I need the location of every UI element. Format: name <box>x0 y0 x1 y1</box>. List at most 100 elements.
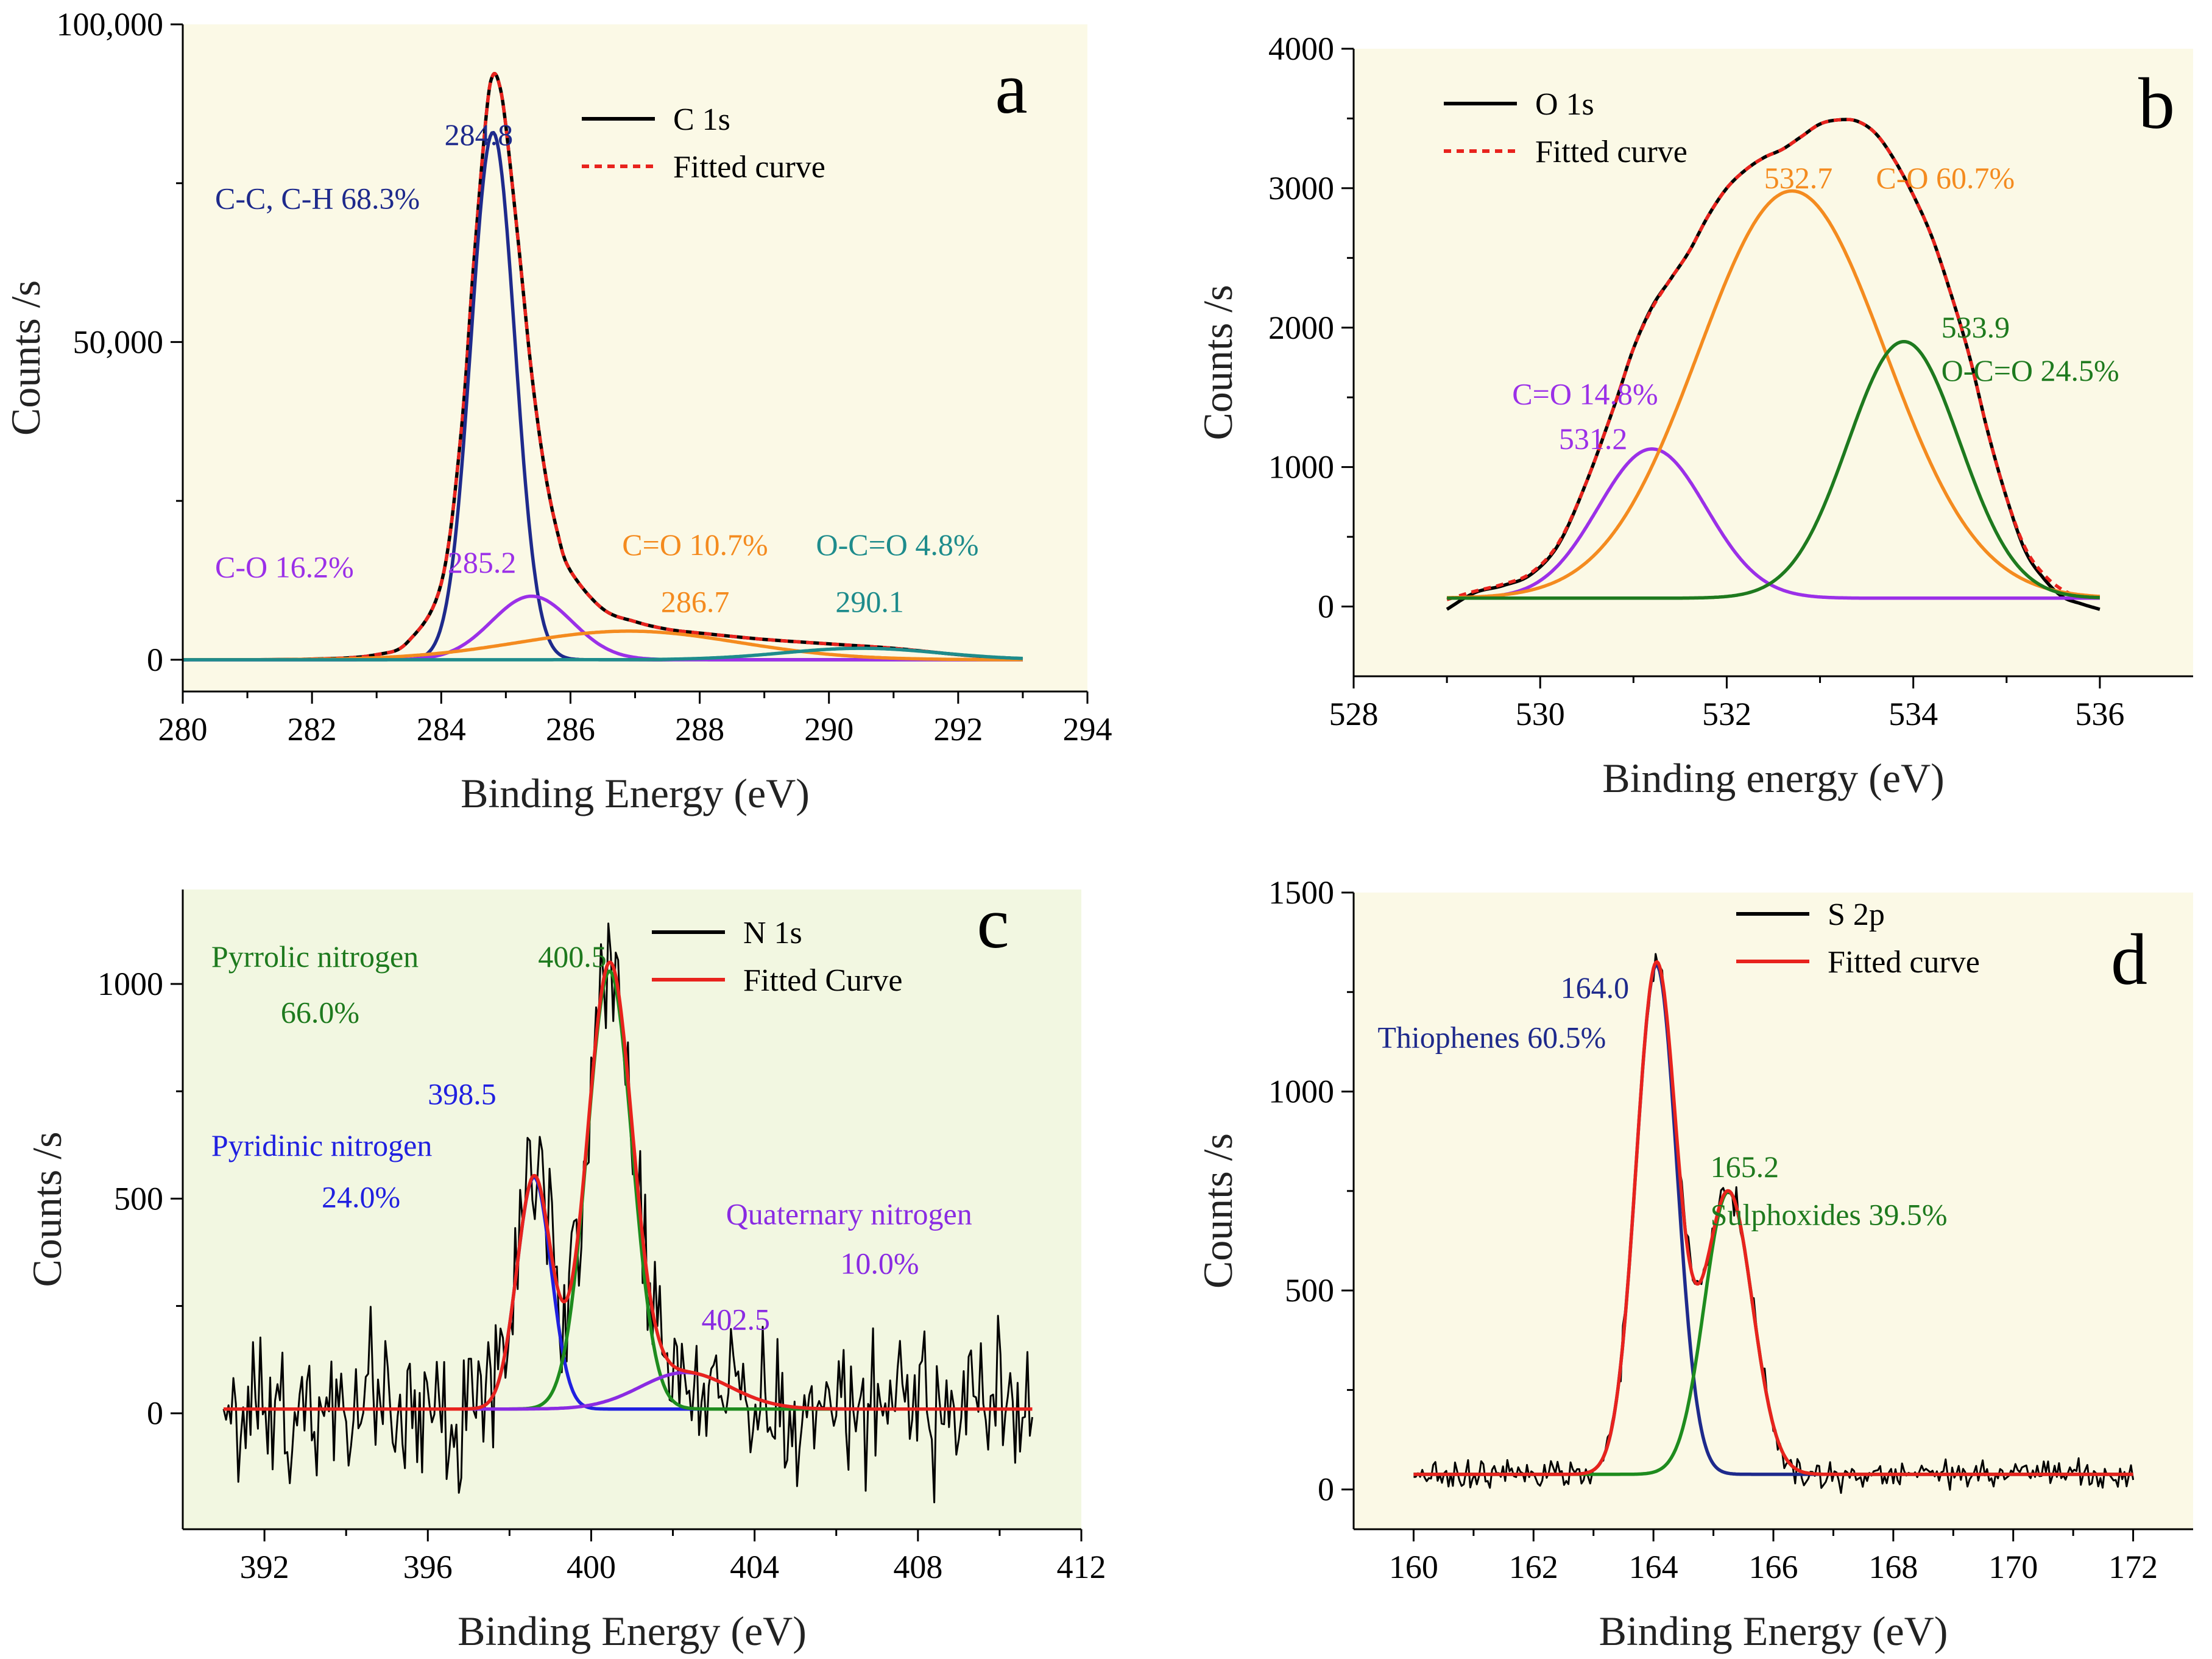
peak-annotation: 165.2 <box>1711 1150 1779 1184</box>
peak-annotation: 290.1 <box>835 585 904 619</box>
x-tick-label: 288 <box>675 711 724 748</box>
legend-entry: S 2p <box>1828 897 1885 932</box>
peak-annotation: C-O 60.7% <box>1876 161 2015 195</box>
legend-entry: Fitted curve <box>1828 945 1980 980</box>
y-axis-label: Counts /s <box>24 1131 70 1287</box>
series-line-c-o <box>1446 447 2101 600</box>
peak-annotation: 400.5 <box>538 939 607 974</box>
x-axis-label: Binding Energy (eV) <box>458 1608 807 1654</box>
peak-annotation: C=O 10.7% <box>622 528 768 562</box>
peak-annotation: Thiophenes 60.5% <box>1377 1021 1606 1055</box>
series-line-n-1s <box>222 922 1033 1504</box>
x-tick-label: 534 <box>1889 696 1938 732</box>
x-tick-label: 392 <box>240 1549 289 1585</box>
peak-annotation: 284.8 <box>445 118 514 152</box>
y-tick-label: 1500 <box>1268 874 1334 911</box>
peak-annotation: 402.5 <box>701 1302 770 1336</box>
peak-annotation: 398.5 <box>428 1077 496 1111</box>
panel-label: d <box>2111 919 2147 1000</box>
panel-b-o1s: 528 530 532 534 536 0 1000 2000 3000 4000 Binding … <box>1195 30 2193 801</box>
peak-annotation: 24.0% <box>322 1180 400 1214</box>
plot-area <box>1413 953 2135 1494</box>
peak-annotation: Pyridinic nitrogen <box>211 1128 432 1162</box>
panel-label: c <box>977 882 1009 963</box>
legend-entry: C 1s <box>673 102 730 137</box>
peak-annotation: C=O 14.8% <box>1512 377 1658 411</box>
peak-annotation: 66.0% <box>281 995 359 1029</box>
x-tick-label: 292 <box>933 711 983 748</box>
panel-label: a <box>995 48 1027 129</box>
series-line-fitted-curve <box>1413 960 2134 1476</box>
peak-annotation: C-O 16.2% <box>215 550 354 584</box>
x-tick-label: 400 <box>567 1549 616 1585</box>
peak-annotation: 164.0 <box>1561 971 1630 1005</box>
x-tick-label: 168 <box>1868 1549 1918 1585</box>
x-tick-label: 164 <box>1629 1549 1678 1585</box>
x-tick-label: 282 <box>288 711 337 748</box>
y-tick-label: 2000 <box>1268 310 1334 346</box>
x-tick-label: 530 <box>1516 696 1565 732</box>
y-tick-label: 1000 <box>1268 449 1334 486</box>
peak-annotation: 531.2 <box>1559 422 1628 456</box>
series-line-o-c-o <box>183 646 1023 662</box>
legend-entry: O 1s <box>1535 87 1594 122</box>
y-tick-label: 50,000 <box>73 324 164 360</box>
panel-a-c1s: 280 282 284 286 288 290 292 294 0 50,000 100,000 Bi… <box>2 6 1112 816</box>
series-line-fitted-curve <box>1446 118 2101 601</box>
x-axis-label: Binding Energy (eV) <box>461 770 810 816</box>
peak-annotation: 10.0% <box>840 1247 919 1281</box>
y-tick-label: 0 <box>1318 1471 1334 1508</box>
legend-entry: N 1s <box>743 916 802 950</box>
peak-annotation: O-C=O 4.8% <box>816 528 979 562</box>
y-tick-label: 100,000 <box>57 6 164 43</box>
peak-annotation: 532.7 <box>1764 161 1833 195</box>
y-tick-label: 1000 <box>1268 1074 1334 1110</box>
x-tick-label: 160 <box>1389 1549 1438 1585</box>
panel-d-s2p: 160 162 164 166 168 170 172 0 500 1000 1500 Binding… <box>1195 874 2193 1654</box>
x-tick-label: 532 <box>1702 696 1751 732</box>
legend-entry: Fitted Curve <box>743 963 902 998</box>
series-line-c-o <box>1446 189 2101 600</box>
series-line-fitted-curve <box>223 960 1033 1411</box>
x-tick-label: 172 <box>2108 1549 2158 1585</box>
y-axis-label: Counts /s <box>1195 285 1241 440</box>
x-tick-label: 404 <box>730 1549 779 1585</box>
y-tick-label: 3000 <box>1268 170 1334 207</box>
y-tick-label: 500 <box>1285 1272 1334 1309</box>
x-tick-label: 284 <box>417 711 466 748</box>
peak-annotation: 285.2 <box>448 545 517 579</box>
x-tick-label: 412 <box>1057 1549 1106 1585</box>
x-tick-label: 396 <box>403 1549 453 1585</box>
y-tick-label: 1000 <box>97 966 163 1002</box>
x-tick-label: 290 <box>804 711 853 748</box>
x-tick-label: 528 <box>1329 696 1379 732</box>
y-axis-label: Counts /s <box>1195 1133 1241 1289</box>
series-line-fitted-curve <box>183 71 1023 662</box>
peak-annotation: Sulphoxides 39.5% <box>1711 1197 1948 1231</box>
plot-area <box>1446 118 2101 611</box>
plot-area <box>222 922 1033 1504</box>
x-tick-label: 280 <box>158 711 208 748</box>
peak-annotation: O-C=O 24.5% <box>1942 353 2119 387</box>
x-tick-label: 536 <box>2075 696 2124 732</box>
x-tick-label: 408 <box>893 1549 942 1585</box>
x-tick-label: 162 <box>1509 1549 1558 1585</box>
peak-annotation: 286.7 <box>661 585 730 619</box>
panel-label: b <box>2138 63 2175 144</box>
series-line-o-c-o <box>1446 339 2101 600</box>
plot-background <box>183 24 1087 692</box>
peak-annotation: Pyrrolic nitrogen <box>211 939 419 974</box>
y-tick-label: 500 <box>114 1180 163 1217</box>
x-tick-label: 170 <box>1988 1549 2038 1585</box>
y-tick-label: 0 <box>147 1395 163 1432</box>
plot-area <box>183 71 1023 662</box>
y-tick-label: 0 <box>147 642 163 678</box>
y-axis-label: Counts /s <box>2 280 49 436</box>
peak-annotation: 533.9 <box>1942 310 2010 344</box>
y-tick-label: 4000 <box>1268 30 1334 67</box>
legend-entry: Fitted curve <box>1535 135 1687 169</box>
peak-annotation: C-C, C-H 68.3% <box>215 181 420 215</box>
x-axis-label: Binding energy (eV) <box>1602 755 1945 801</box>
x-tick-label: 294 <box>1063 711 1112 748</box>
